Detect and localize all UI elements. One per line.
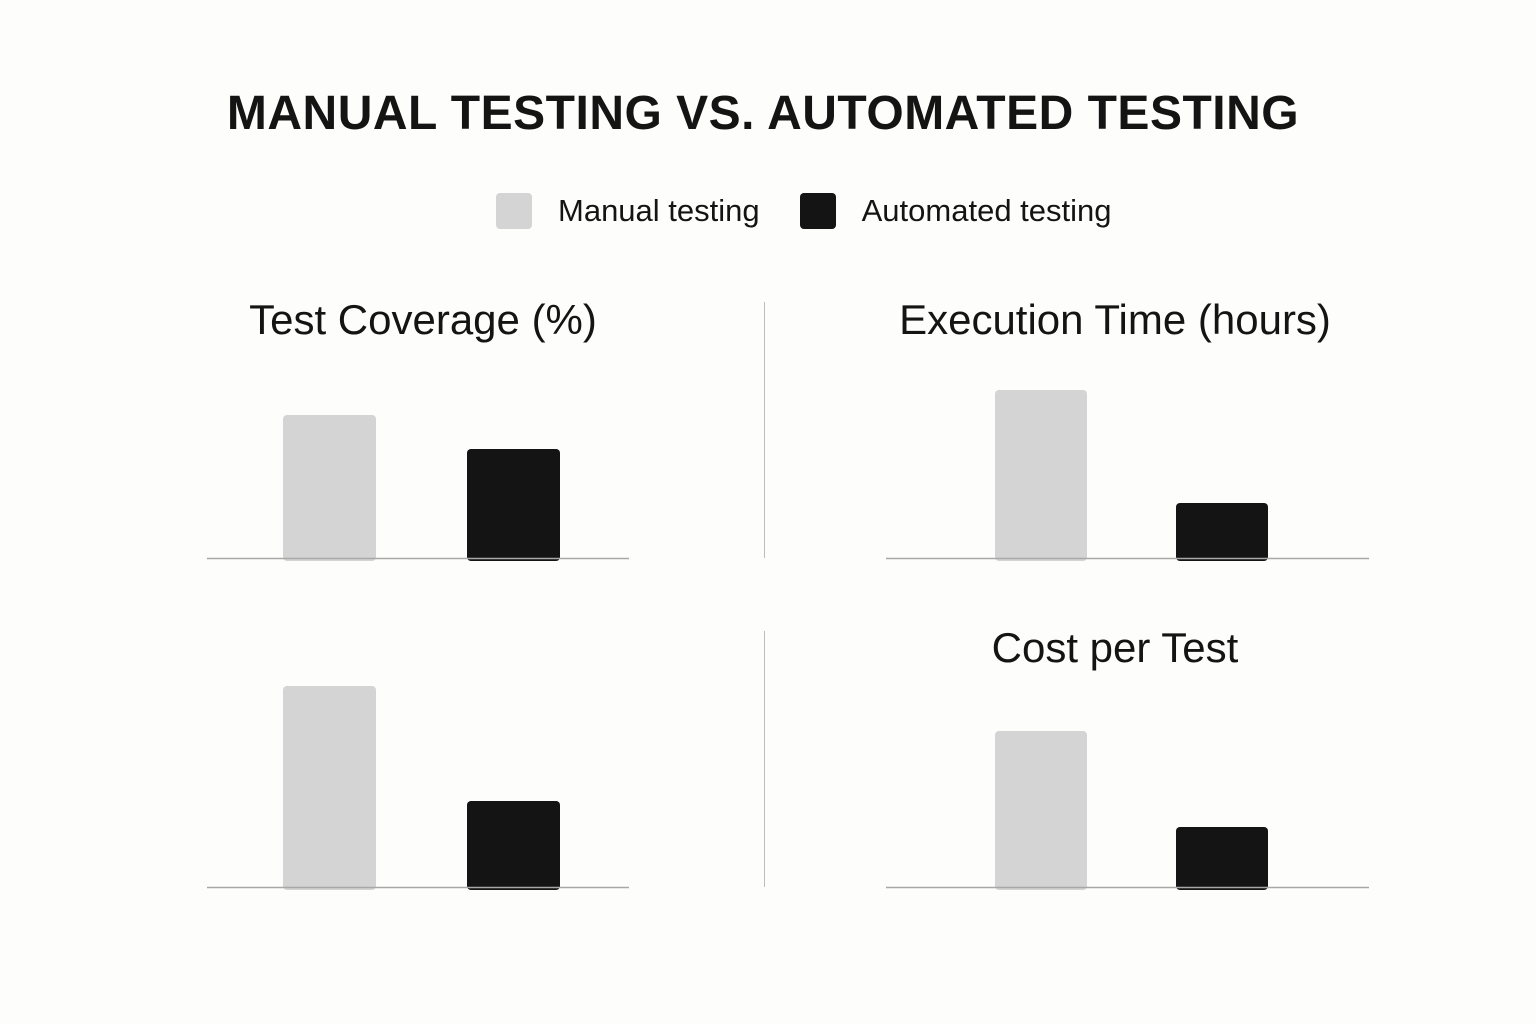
panel-divider-top xyxy=(764,302,765,558)
legend-label-automated: Automated testing xyxy=(861,193,1112,228)
bar-cost-per-test-automated xyxy=(1176,827,1268,890)
bar-execution-time-automated xyxy=(1176,503,1268,561)
panel-title-test-coverage: Test Coverage (%) xyxy=(249,296,597,343)
legend: Manual testing Automated testing xyxy=(496,192,1152,230)
panel-title-cost-per-test: Cost per Test xyxy=(991,624,1239,671)
panel-title-execution-time: Execution Time (hours) xyxy=(899,296,1331,343)
bar-lower-left-automated xyxy=(467,801,560,890)
legend-label-manual: Manual testing xyxy=(558,193,760,228)
bar-test-coverage-manual xyxy=(283,415,376,561)
bar-test-coverage-automated xyxy=(467,449,560,561)
legend-swatch-automated xyxy=(799,193,836,229)
bar-lower-left-manual xyxy=(283,686,376,890)
legend-swatch-manual xyxy=(496,193,532,229)
bar-cost-per-test-manual xyxy=(995,731,1087,890)
bar-execution-time-manual xyxy=(995,390,1087,561)
panel-divider-bottom xyxy=(764,631,765,887)
chart-title: MANUAL TESTING VS. AUTOMATED TESTING xyxy=(226,87,1300,140)
